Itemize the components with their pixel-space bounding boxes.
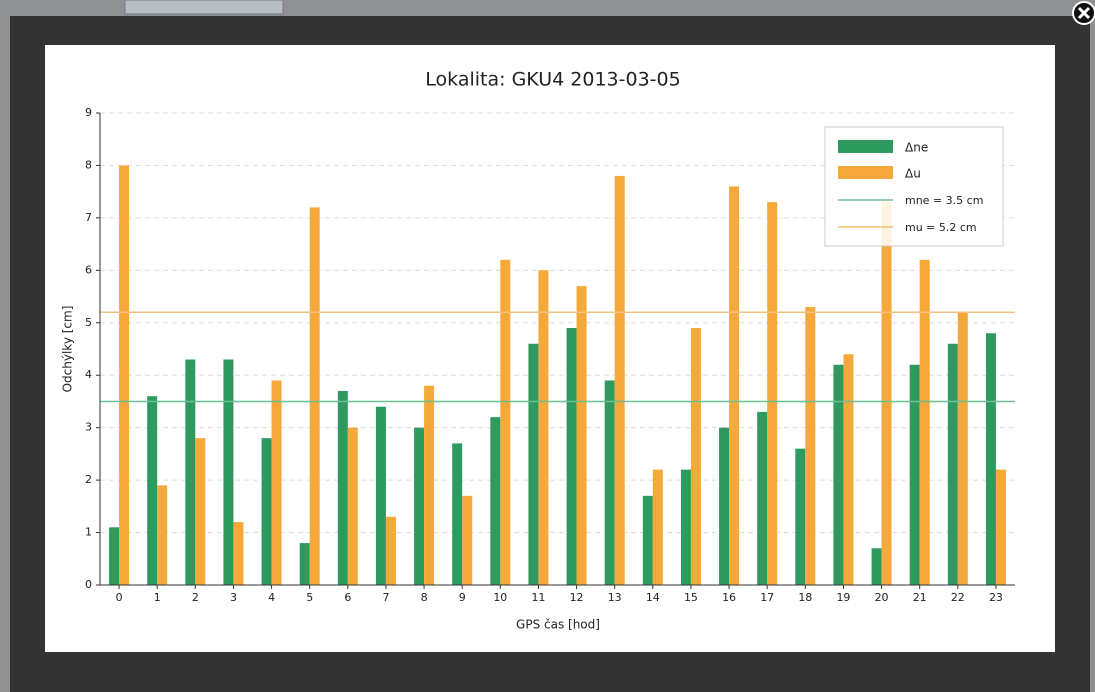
- legend-label: mne = 3.5 cm: [905, 194, 983, 207]
- bar: [452, 443, 463, 585]
- x-tick-label: 18: [798, 591, 812, 604]
- bar: [795, 448, 806, 585]
- y-tick-label: 7: [85, 211, 92, 224]
- legend-swatch: [838, 140, 893, 153]
- y-tick-label: 2: [85, 473, 92, 486]
- x-tick-label: 23: [989, 591, 1003, 604]
- bar: [947, 343, 958, 585]
- bar: [223, 359, 234, 585]
- x-tick-label: 11: [531, 591, 545, 604]
- bar: [424, 385, 435, 585]
- x-tick-label: 1: [154, 591, 161, 604]
- bar: [833, 364, 844, 585]
- x-tick-label: 20: [875, 591, 889, 604]
- y-tick-label: 1: [85, 526, 92, 539]
- bar: [805, 307, 816, 585]
- close-button[interactable]: [1072, 1, 1095, 25]
- bar: [271, 380, 282, 585]
- bar: [233, 522, 244, 585]
- bar: [538, 270, 549, 585]
- bar: [157, 485, 168, 585]
- x-tick-label: 17: [760, 591, 774, 604]
- x-axis-label: GPS čas [hod]: [516, 618, 600, 632]
- x-tick-label: 14: [646, 591, 660, 604]
- bar: [957, 312, 968, 585]
- bar: [147, 396, 158, 585]
- bar: [995, 469, 1006, 585]
- bar: [375, 406, 386, 585]
- y-tick-label: 4: [85, 368, 92, 381]
- x-tick-label: 22: [951, 591, 965, 604]
- legend-swatch: [838, 166, 893, 179]
- bar: [185, 359, 196, 585]
- bar: [490, 417, 501, 585]
- x-tick-label: 2: [192, 591, 199, 604]
- x-tick-label: 13: [608, 591, 622, 604]
- y-axis-label: Odchýlky [cm]: [61, 306, 75, 393]
- bar: [385, 516, 396, 585]
- y-tick-label: 3: [85, 421, 92, 434]
- bar: [642, 495, 653, 585]
- bar: [195, 438, 206, 585]
- bar: [566, 328, 577, 585]
- legend-label: mu = 5.2 cm: [905, 221, 977, 234]
- bar: [614, 175, 625, 585]
- bar: [119, 165, 130, 585]
- y-tick-label: 8: [85, 158, 92, 171]
- chart-title: Lokalita: GKU4 2013-03-05: [425, 69, 680, 91]
- legend-label: Δu: [905, 167, 921, 181]
- y-tick-label: 0: [85, 578, 92, 591]
- x-tick-label: 10: [493, 591, 507, 604]
- bar: [576, 286, 587, 585]
- y-tick-label: 9: [85, 106, 92, 119]
- date-input: [124, 0, 284, 15]
- x-tick-label: 6: [344, 591, 351, 604]
- x-tick-label: 8: [421, 591, 428, 604]
- legend-label: Δne: [905, 141, 928, 155]
- bar: [261, 438, 272, 585]
- bar: [767, 202, 778, 585]
- bar: [652, 469, 663, 585]
- bar: [309, 207, 320, 585]
- bar: [337, 390, 348, 585]
- x-tick-label: 7: [382, 591, 389, 604]
- bar: [881, 202, 892, 585]
- bar: [871, 548, 882, 585]
- x-tick-label: 16: [722, 591, 736, 604]
- bar: [414, 427, 425, 585]
- x-tick-label: 3: [230, 591, 237, 604]
- bar: [680, 469, 691, 585]
- close-icon[interactable]: [1077, 6, 1091, 20]
- x-tick-label: 21: [913, 591, 927, 604]
- y-tick-label: 6: [85, 263, 92, 276]
- bar: [843, 354, 854, 585]
- bar: [500, 259, 511, 585]
- bar: [109, 527, 120, 585]
- bar: [919, 259, 930, 585]
- bar: [528, 343, 539, 585]
- bar: [985, 333, 996, 585]
- bar: [909, 364, 920, 585]
- bar: [757, 411, 768, 585]
- x-tick-label: 15: [684, 591, 698, 604]
- bar: [719, 427, 730, 585]
- x-tick-label: 4: [268, 591, 275, 604]
- bar: [729, 186, 740, 585]
- bar: [462, 495, 473, 585]
- x-tick-label: 12: [570, 591, 584, 604]
- bar: [690, 328, 701, 585]
- x-tick-label: 5: [306, 591, 313, 604]
- x-tick-label: 9: [459, 591, 466, 604]
- bar: [299, 543, 310, 585]
- x-tick-label: 19: [836, 591, 850, 604]
- bar: [604, 380, 615, 585]
- x-tick-label: 0: [116, 591, 123, 604]
- bar: [347, 427, 358, 585]
- y-tick-label: 5: [85, 316, 92, 329]
